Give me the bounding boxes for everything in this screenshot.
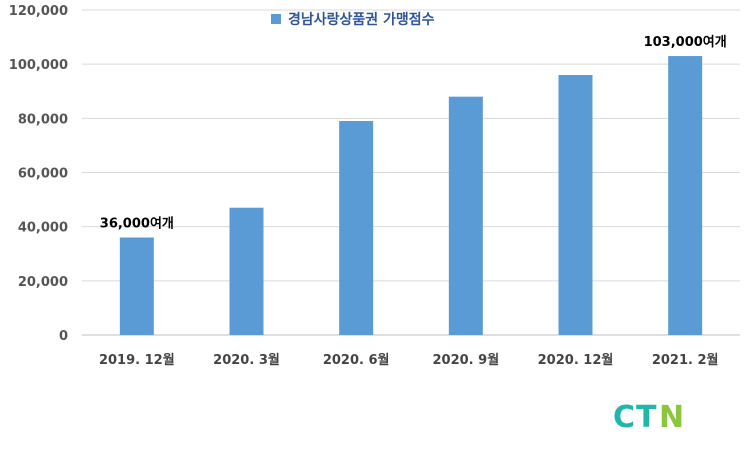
y-tick-label: 100,000 — [9, 58, 68, 73]
bar — [668, 56, 703, 336]
y-tick-label: 40,000 — [18, 221, 68, 236]
y-tick-label: 0 — [59, 329, 68, 344]
gridlines — [82, 9, 740, 336]
data-labels: 36,000여개 103,000여개 — [100, 34, 727, 231]
logo-letter: N — [659, 400, 684, 435]
x-tick-label: 2020. 12월 — [538, 352, 614, 368]
bars — [119, 56, 703, 336]
x-tick-label: 2020. 3월 — [213, 352, 280, 368]
y-tick-label: 20,000 — [18, 275, 68, 290]
x-tick-label: 2019. 12월 — [99, 352, 175, 368]
data-label: 103,000여개 — [644, 34, 727, 50]
bar — [229, 207, 264, 335]
legend-label: 경남사랑상품권 가맹점수 — [288, 11, 435, 28]
x-tick-label: 2020. 6월 — [323, 352, 390, 368]
x-axis-tick-labels: 2019. 12월 2020. 3월 2020. 6월 2020. 9월 2020. 1… — [99, 352, 719, 368]
y-axis-tick-labels: 0 20,000 40,000 60,000 80,000 100,000 120,000 — [9, 4, 68, 344]
legend: 경남사랑상품권 가맹점수 — [271, 11, 435, 28]
y-tick-label: 120,000 — [9, 4, 68, 19]
bar — [119, 237, 154, 335]
legend-swatch — [271, 14, 281, 24]
bar — [339, 121, 374, 336]
data-label: 36,000여개 — [100, 216, 174, 232]
y-tick-label: 60,000 — [18, 167, 68, 182]
logo-letter: C — [613, 400, 635, 435]
y-tick-label: 80,000 — [18, 112, 68, 127]
logo-letter: T — [636, 400, 657, 435]
x-tick-label: 2020. 9월 — [433, 352, 500, 368]
x-tick-label: 2021. 2월 — [652, 352, 719, 368]
bar — [558, 75, 593, 335]
bar — [448, 96, 483, 336]
